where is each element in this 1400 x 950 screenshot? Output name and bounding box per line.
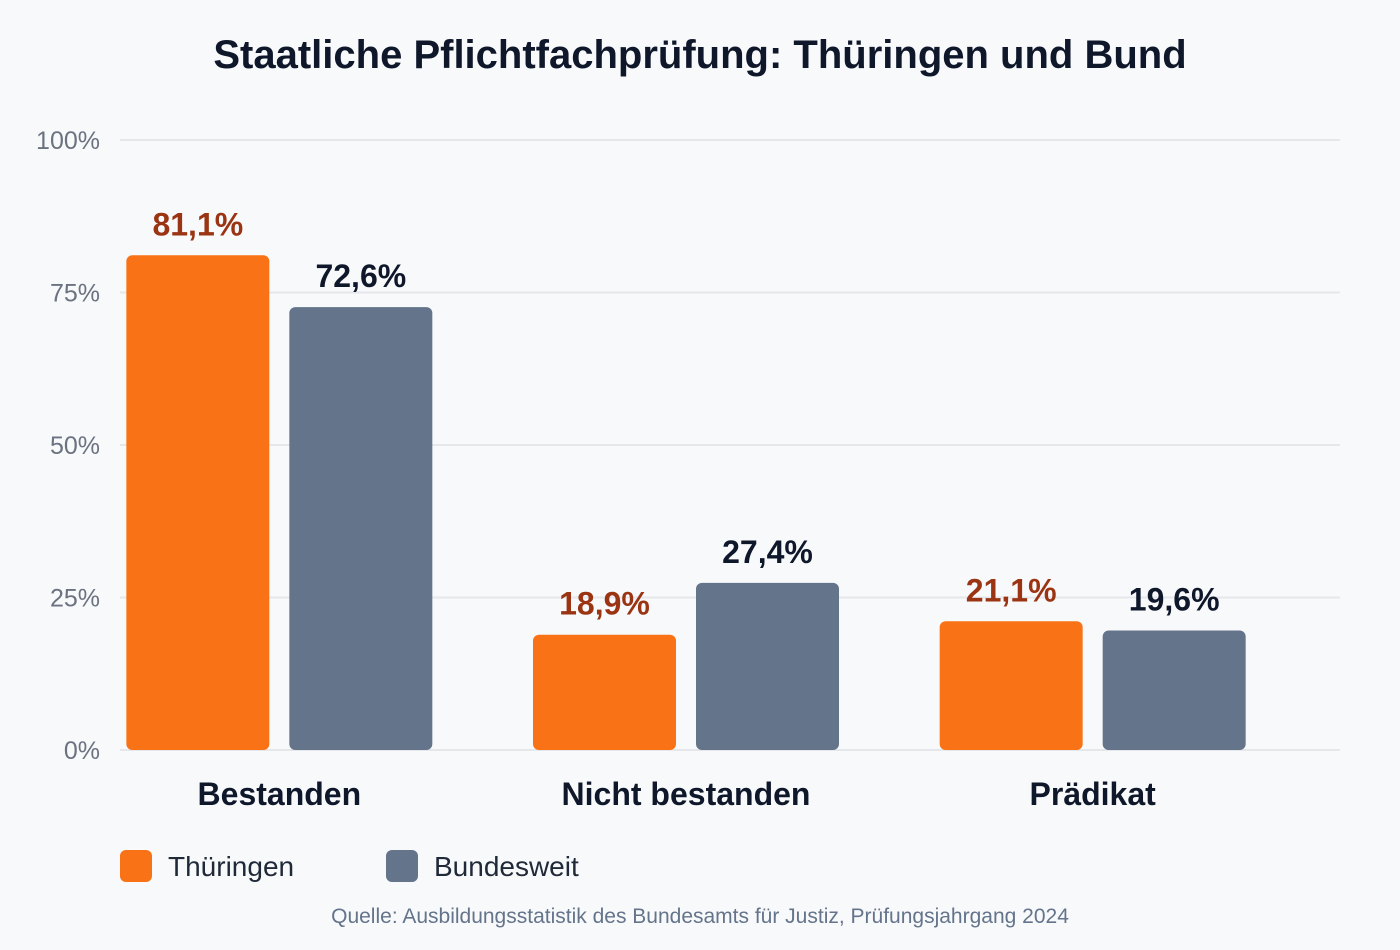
- y-tick-label: 50%: [50, 432, 100, 460]
- bars: [126, 255, 1246, 751]
- value-labels: 81,1% 72,6% 18,9% 27,4% 21,1% 19,6%: [152, 206, 1219, 621]
- source-note: Quelle: Ausbildungsstatistik des Bundesa…: [331, 905, 1069, 928]
- value-label-praedikat-thueringen: 21,1%: [966, 572, 1057, 608]
- legend-swatch-thueringen: [120, 850, 152, 882]
- category-label-bestanden: Bestanden: [198, 776, 362, 812]
- chart-title: Staatliche Pflichtfachprüfung: Thüringen…: [213, 33, 1186, 77]
- value-label-nicht-bestanden-bundesweit: 27,4%: [722, 534, 813, 570]
- legend-label-thueringen: Thüringen: [168, 851, 294, 882]
- bar-nicht-bestanden-bundesweit: [696, 582, 839, 750]
- legend: Thüringen Bundesweit: [120, 850, 579, 882]
- category-label-nicht-bestanden: Nicht bestanden: [562, 776, 811, 812]
- value-label-nicht-bestanden-thueringen: 18,9%: [559, 586, 650, 622]
- y-tick-label: 75%: [50, 280, 100, 308]
- y-tick-label: 100%: [36, 127, 100, 155]
- bar-bestanden-bundesweit: [289, 307, 433, 750]
- category-labels: Bestanden Nicht bestanden Prädikat: [198, 776, 1157, 812]
- value-label-bestanden-thueringen: 81,1%: [152, 206, 243, 242]
- bar-praedikat-bundesweit: [1102, 630, 1246, 750]
- value-label-praedikat-bundesweit: 19,6%: [1129, 581, 1220, 617]
- y-axis-ticks: 0% 25% 50% 75% 100%: [36, 127, 100, 765]
- category-label-praedikat: Prädikat: [1030, 776, 1157, 812]
- bar-bestanden-thueringen: [126, 255, 270, 751]
- legend-label-bundesweit: Bundesweit: [434, 851, 579, 882]
- y-tick-label: 0%: [64, 737, 100, 765]
- bar-praedikat-thueringen: [939, 621, 1083, 750]
- value-label-bestanden-bundesweit: 72,6%: [315, 258, 406, 294]
- legend-swatch-bundesweit: [386, 850, 418, 882]
- y-tick-label: 25%: [50, 585, 100, 613]
- bar-nicht-bestanden-thueringen: [533, 634, 676, 750]
